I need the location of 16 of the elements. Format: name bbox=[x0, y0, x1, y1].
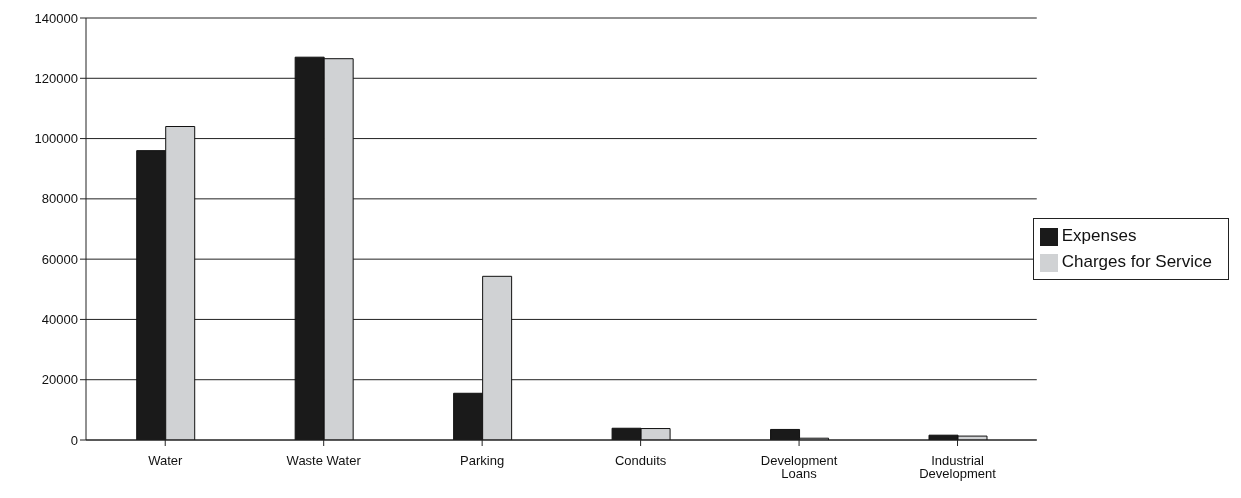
x-tick-label: Water bbox=[148, 453, 183, 469]
y-tick-label: 140000 bbox=[34, 10, 78, 26]
x-tick-label: Industrial Development bbox=[919, 453, 997, 482]
y-tick-label: 0 bbox=[70, 432, 78, 448]
x-tick-label: Conduits bbox=[614, 453, 667, 469]
y-tick-label: 20000 bbox=[41, 372, 78, 388]
y-tick-label: 80000 bbox=[41, 191, 78, 207]
y-tick-label: 100000 bbox=[34, 131, 78, 147]
x-tick-label: Parking bbox=[460, 453, 505, 469]
x-tick-label: Development Loans bbox=[760, 453, 838, 482]
y-tick-label: 120000 bbox=[34, 70, 78, 86]
legend-label: Expenses bbox=[1061, 226, 1137, 245]
y-tick-label: 60000 bbox=[41, 251, 78, 267]
x-tick-label: Waste Water bbox=[286, 453, 362, 469]
legend-label: Charges for Service bbox=[1061, 252, 1212, 271]
y-tick-label: 40000 bbox=[41, 312, 78, 328]
